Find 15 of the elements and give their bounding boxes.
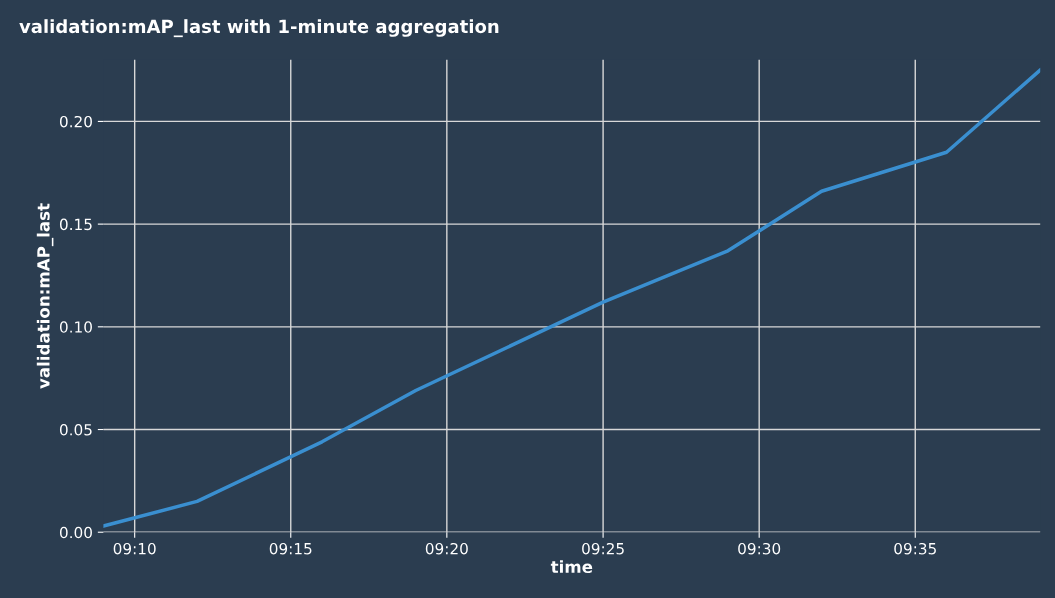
- y-tick-label: 0.05: [59, 423, 92, 436]
- x-tick-label: 09:10: [113, 542, 156, 555]
- y-tick-label: 0.15: [59, 218, 92, 231]
- x-tick-label: 09:25: [582, 542, 624, 555]
- y-tick-label: 0.10: [59, 321, 92, 333]
- chart-title: validation:mAP_last with 1-minute aggregation: [19, 19, 499, 38]
- x-tick-label: 09:35: [894, 542, 936, 555]
- y-axis-title: validation:mAP_last: [36, 203, 54, 389]
- x-tick-label: 09:20: [425, 542, 468, 555]
- x-tick-label: 09:15: [269, 542, 312, 555]
- y-tick-label: 0.00: [59, 526, 92, 539]
- line-series: [103, 68, 1041, 528]
- x-tick-label: 09:30: [738, 542, 781, 555]
- x-axis-title: time: [550, 560, 593, 574]
- y-tick-label: 0.20: [59, 115, 92, 128]
